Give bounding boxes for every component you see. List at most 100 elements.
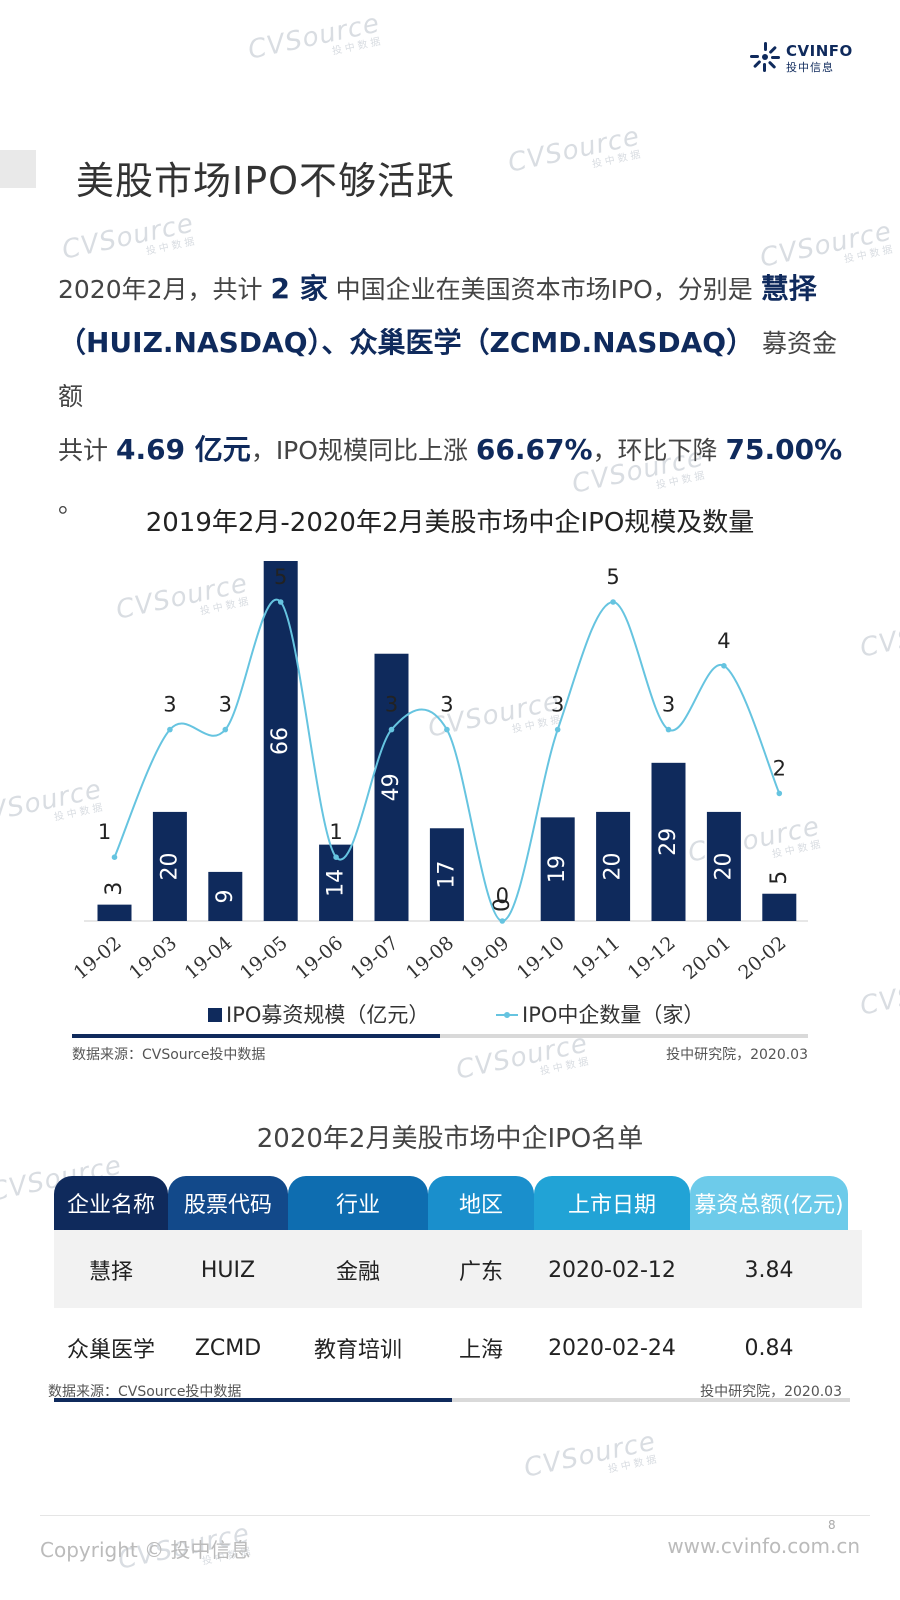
table-row: 众巢医学 ZCMD 教育培训 上海 2020-02-24 0.84 [54, 1308, 862, 1388]
bar-value-label: 9 [213, 889, 238, 903]
line-value-label: 4 [717, 629, 730, 653]
line-value-label: 3 [219, 693, 232, 717]
chart-underline-accent [72, 1034, 440, 1038]
table-cell: 2020-02-24 [548, 1335, 676, 1361]
line-point [277, 599, 284, 605]
x-tick-label: 19-11 [568, 932, 624, 984]
x-tick-label: 20-01 [679, 932, 735, 984]
table-cell: ZCMD [194, 1335, 262, 1361]
table-cell: 上海 [458, 1338, 503, 1363]
legend-swatch-dot [504, 1012, 510, 1018]
summary-text: 2020年2月，共计 [58, 275, 263, 304]
summary-text: 中国企业在美国资本市场IPO，分别是 [335, 275, 753, 304]
x-tick-label: 19-07 [347, 932, 403, 984]
bar-value-label: 20 [711, 852, 736, 880]
cvinfo-logo: CVINFO 投中信息 [748, 40, 852, 76]
page-title: 美股市场IPO不够活跃 [76, 159, 456, 203]
table-title: 2020年2月美股市场中企IPO名单 [256, 1124, 644, 1154]
copyright-text: Copyright © 投中信息 [40, 1538, 251, 1562]
x-tick-label: 19-06 [291, 932, 347, 984]
ipo-count-highlight: 2 家 [270, 272, 328, 305]
table-source-right: 投中研究院，2020.03 [700, 1384, 842, 1400]
line-point [610, 599, 616, 605]
bar-ipo-amount [152, 811, 187, 921]
bar-ipo-amount [208, 871, 243, 921]
x-tick-label: 19-10 [513, 932, 569, 984]
bar-value-label: 5 [767, 871, 792, 885]
title-accent-bar [0, 150, 36, 188]
line-point [499, 918, 506, 924]
table-cell: 慧择 [88, 1260, 133, 1285]
x-tick-label: 19-04 [180, 932, 236, 984]
table-header-cell: 上市日期 [534, 1176, 690, 1230]
line-point [665, 726, 672, 733]
legend-label-bar: IPO募资规模（亿元） [226, 1003, 429, 1027]
line-value-label: 5 [274, 565, 287, 589]
amount-highlight: 4.69 亿元 [115, 433, 251, 466]
summary-text: ，IPO规模同比上涨 [250, 436, 468, 465]
bar-ipo-amount [651, 762, 686, 921]
x-tick-label: 19-03 [125, 932, 181, 984]
line-value-label: 1 [98, 820, 111, 844]
line-point [222, 726, 229, 733]
table-row: 慧择 HUIZ 金融 广东 2020-02-12 3.84 [54, 1230, 862, 1310]
summary-text: 共计 [58, 436, 109, 465]
x-tick-label: 19-02 [70, 932, 126, 984]
bar-ipo-amount [97, 904, 132, 921]
line-point [554, 726, 561, 733]
table-cell: 教育培训 [313, 1338, 402, 1363]
x-tick-label: 19-12 [624, 932, 680, 984]
table-cell: 2020-02-12 [548, 1257, 676, 1283]
table-header-cell: 股票代码 [168, 1176, 288, 1230]
bar-ipo-amount [706, 811, 741, 921]
page-number: 8 [828, 1518, 836, 1532]
x-tick-label: 20-02 [734, 932, 790, 984]
line-point [111, 854, 118, 860]
x-tick-label: 19-09 [457, 932, 513, 984]
bar-ipo-amount [540, 817, 575, 921]
bar-value-label: 0 [490, 898, 515, 912]
line-value-label: 3 [440, 693, 453, 717]
summary-line-3: 共计 4.69 亿元，IPO规模同比上涨 66.67%，环比下降 75.00% … [58, 423, 858, 530]
table-header-cell: 募资总额(亿元) [690, 1176, 848, 1230]
summary-text: 。 [58, 489, 84, 518]
line-value-label: 5 [606, 565, 619, 589]
mom-highlight: 75.00% [725, 433, 843, 466]
companies-highlight: （HUIZ.NASDAQ）、众巢医学（ZCMD.NASDAQ） [58, 326, 755, 359]
table-cell: 众巢医学 [66, 1338, 155, 1363]
table-header-cell: 企业名称 [54, 1176, 168, 1230]
x-tick-label: 19-08 [402, 932, 458, 984]
x-tick-label: 19-05 [236, 932, 292, 984]
line-ipo-count [113, 598, 781, 923]
summary-text: 募资金额 [58, 329, 838, 411]
website-link[interactable]: www.cvinfo.com.cn [667, 1534, 860, 1558]
line-point [444, 726, 450, 733]
brand-sub: 投中信息 [786, 61, 834, 74]
table-header-cell: 地区 [428, 1176, 534, 1230]
summary-text: ，环比下降 [592, 436, 718, 465]
table-underline-track [54, 1398, 850, 1402]
line-value-label: 3 [163, 693, 176, 717]
legend-label-line: IPO中企数量（家） [522, 1003, 704, 1027]
chart-title: 2019年2月-2020年2月美股市场中企IPO规模及数量 [145, 508, 755, 538]
brand-name: CVINFO [786, 42, 853, 60]
bar-ipo-amount [263, 561, 298, 921]
table-underline-accent [54, 1398, 452, 1402]
line-value-label: 3 [551, 693, 564, 717]
summary-line-1: 2020年2月，共计 2 家 中国企业在美国资本市场IPO，分别是 慧择 [58, 262, 858, 316]
line-point [167, 726, 173, 733]
bar-value-label: 14 [324, 869, 349, 897]
bar-value-label: 29 [656, 828, 681, 856]
bar-value-label: 19 [545, 855, 570, 883]
combo-chart: 3 20 9 66 14 49 17 0 19 20 29 20 5 1 3 3 5 1 3 3 0 3 5 3 4 2 19-02… [70, 561, 808, 1038]
footer-divider [40, 1515, 870, 1516]
chart-source-right: 投中研究院，2020.03 [666, 1047, 808, 1063]
line-value-label: 3 [662, 693, 675, 717]
table-cell: HUIZ [200, 1257, 256, 1283]
company-highlight: 慧择 [760, 272, 817, 305]
line-value-label: 2 [773, 756, 786, 780]
table-source-left: 数据来源：CVSource投中数据 [48, 1384, 242, 1400]
